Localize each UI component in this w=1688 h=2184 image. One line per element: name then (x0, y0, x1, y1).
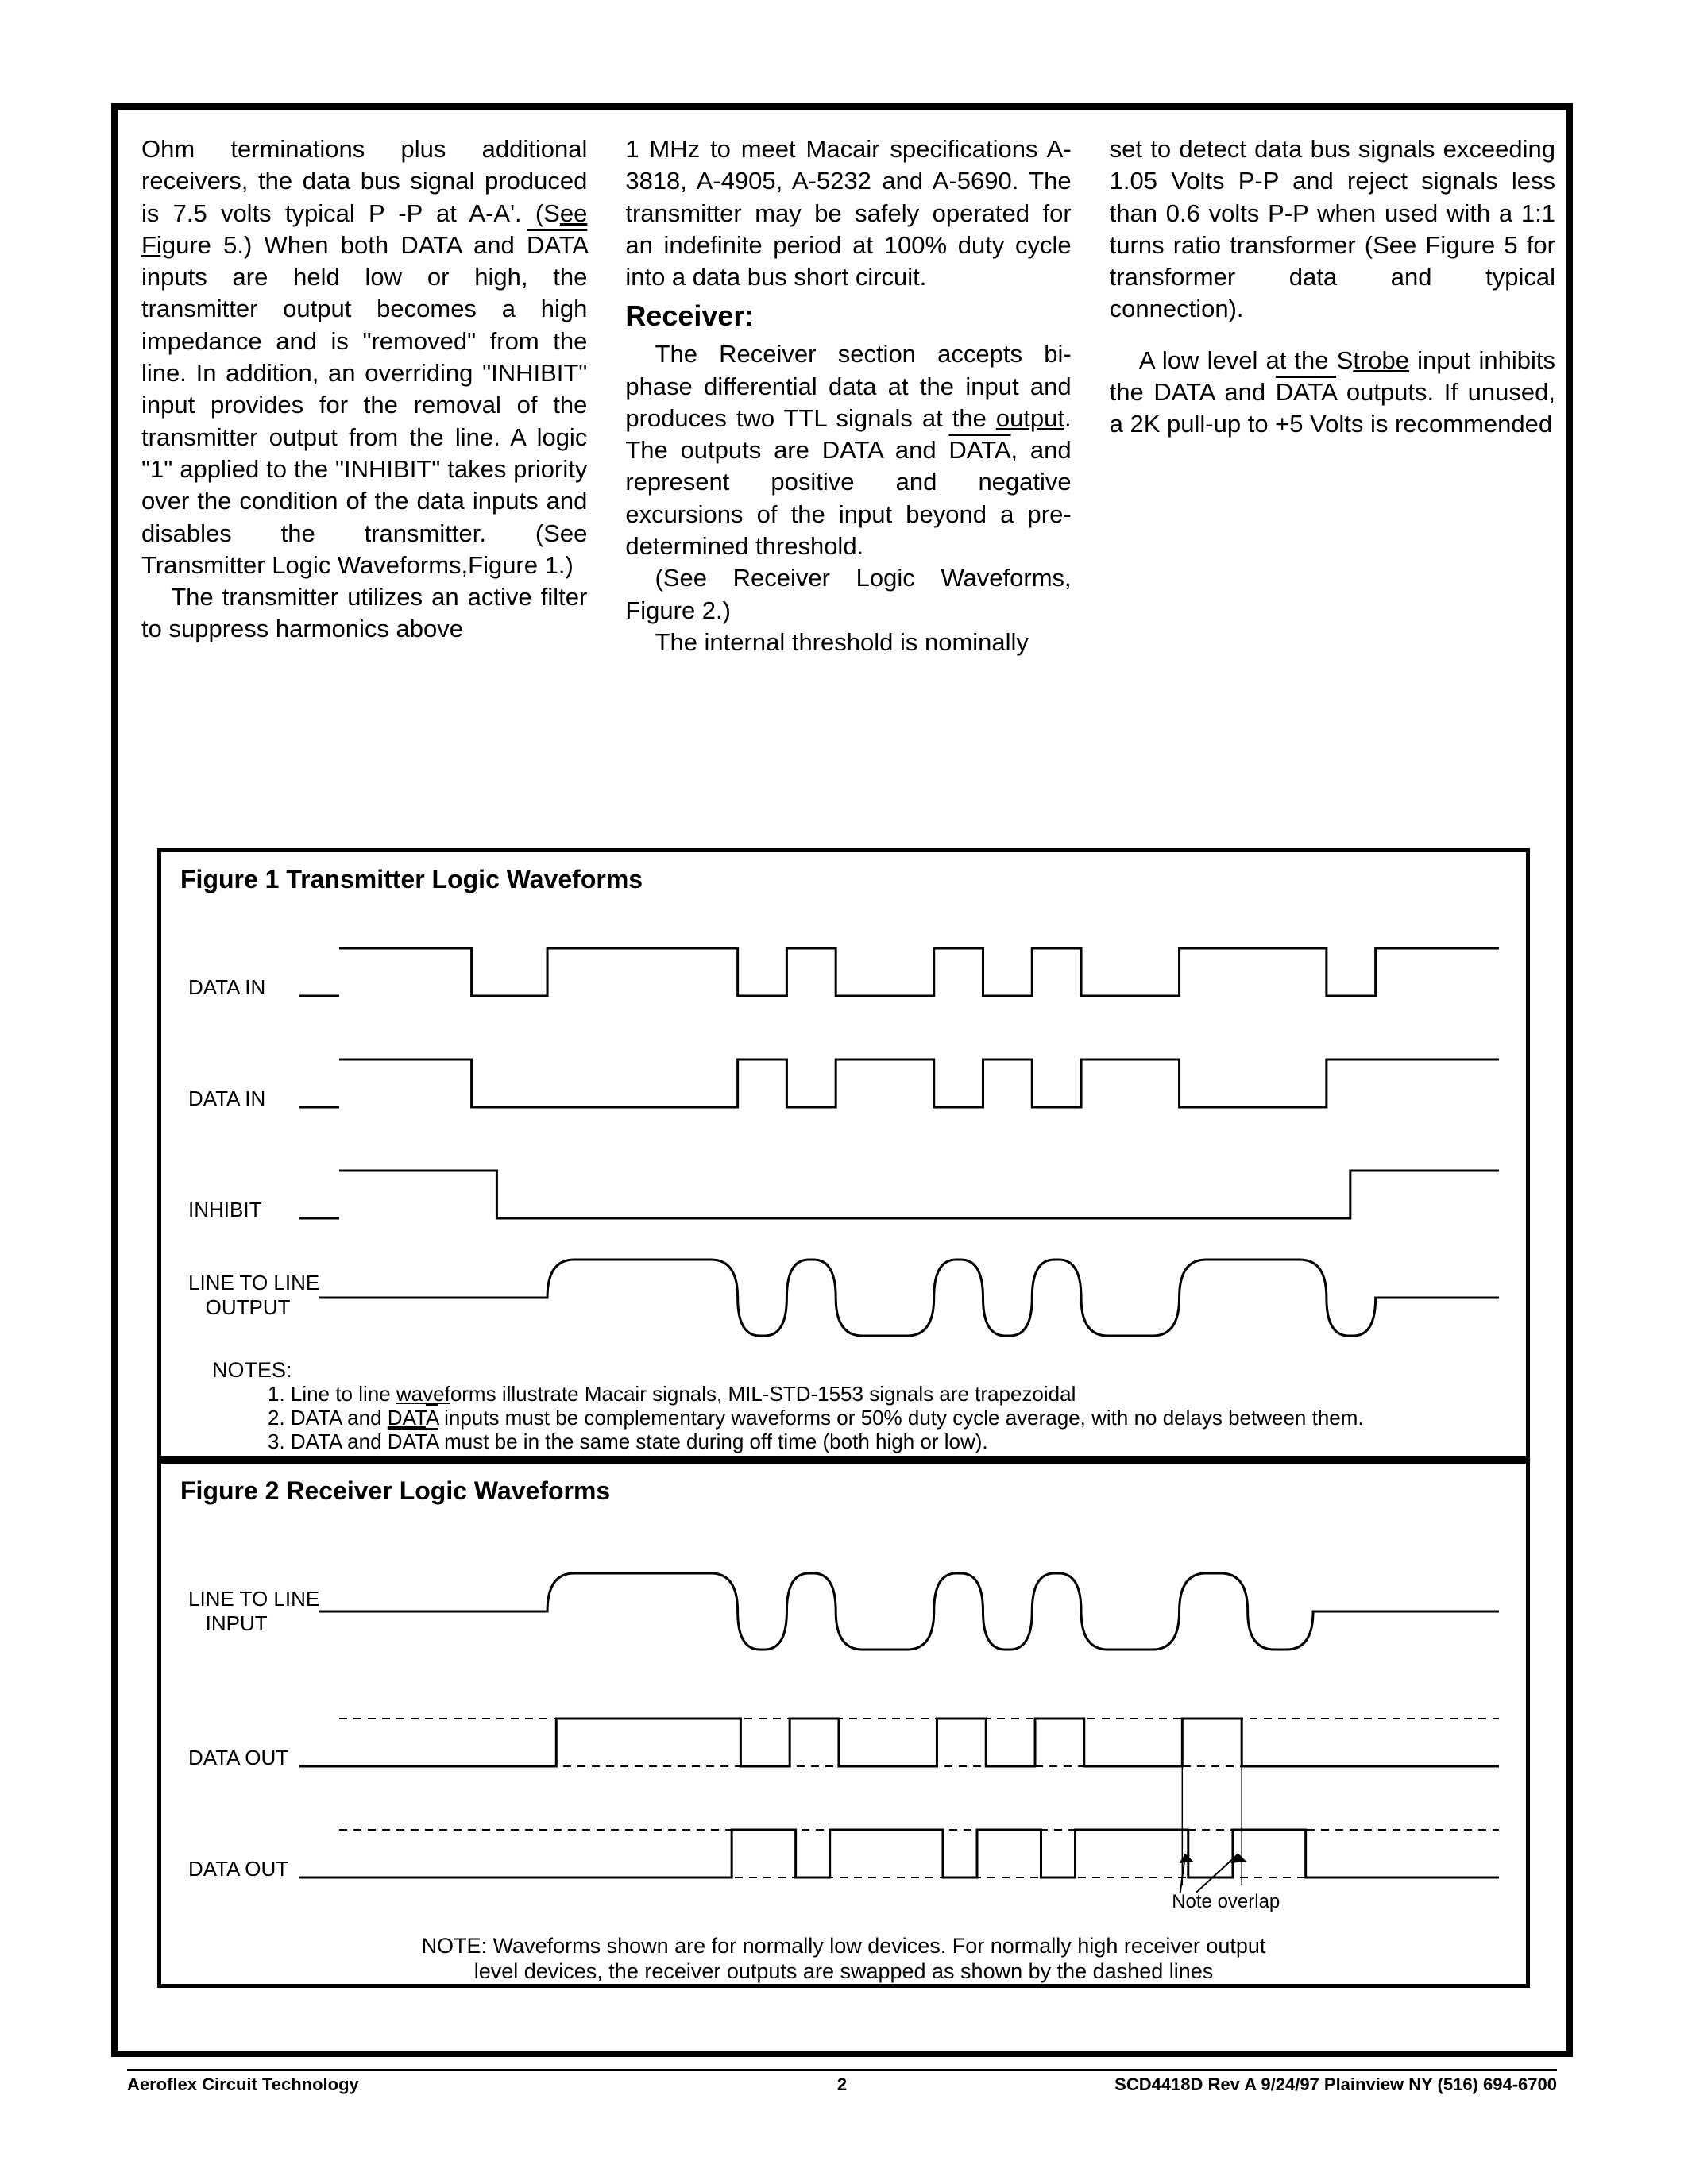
col3-p1: set to detect data bus signals exceeding… (1110, 133, 1555, 326)
overlap-label: Note overlap (1172, 1891, 1280, 1912)
figure-2-title: Figure 2 Receiver Logic Waveforms (180, 1476, 1507, 1506)
figure-2-note: NOTE: Waveforms shown are for normally l… (180, 1933, 1507, 1985)
footer-left: Aeroflex Circuit Technology (127, 2074, 359, 2095)
figure-2-waveforms: LINE TO LINE INPUT DATA OUT DATA OUT Note o… (180, 1512, 1507, 1925)
col2-p2: The Receiver section accepts bi-phase di… (625, 338, 1071, 562)
col2-p4: The internal threshold is nominally (625, 627, 1071, 658)
signal-data-out (339, 1719, 1499, 1766)
signal-label-data-in-bar: DATA IN (188, 1086, 343, 1142)
signal-data-out-bar (339, 1830, 1499, 1877)
signal-label-data-out-bar: DATA OUT (188, 1857, 343, 1912)
figure-1-notes-head: NOTES: (212, 1358, 1507, 1383)
signal-data-out-bar-dashed (339, 1830, 1499, 1877)
figure-1: Figure 1 Transmitter Logic Waveforms DAT… (157, 848, 1530, 1460)
column-1: Ohm terminations plus additional receive… (141, 133, 587, 832)
column-3: set to detect data bus signals exceeding… (1110, 133, 1555, 832)
footer-page-number: 2 (837, 2074, 847, 2095)
signal-label-data-out: DATA OUT (188, 1746, 343, 1801)
col2-p3: (See Receiver Logic Waveforms, Figure 2.… (625, 562, 1071, 627)
signal-data-out-dashed (339, 1719, 1499, 1766)
figure-1-waveforms: DATA INDATA ININHIBITLINE TO LINE OUTPUT (180, 901, 1507, 1353)
footer-right: SCD4418D Rev A 9/24/97 Plainview NY (516… (1114, 2074, 1557, 2095)
col3-p2: A low level at the Strobe input inhibits… (1110, 345, 1555, 441)
signal-label-data-in: DATA IN (188, 975, 343, 1031)
text-columns: Ohm terminations plus additional receive… (141, 133, 1555, 832)
receiver-heading: Receiver: (625, 298, 1071, 335)
figure-1-note-item: 1. Line to line waveforms illustrate Mac… (268, 1383, 1507, 1406)
col2-p1: 1 MHz to meet Macair specifications A-38… (625, 133, 1071, 293)
col1-p2: The transmitter utilizes an active filte… (141, 581, 587, 646)
arrowhead-icon (1179, 1854, 1193, 1863)
signal-inhibit (339, 1171, 1499, 1218)
content-frame: Ohm terminations plus additional receive… (111, 103, 1573, 2057)
figure-1-notes: NOTES: 1. Line to line waveforms illustr… (180, 1358, 1507, 1454)
signal-line-input (339, 1573, 1499, 1650)
figure-2: Figure 2 Receiver Logic Waveforms LINE T… (157, 1460, 1530, 1988)
signal-label-line-input: LINE TO LINE INPUT (188, 1587, 343, 1642)
signal-data-in (339, 948, 1499, 996)
signal-label-inhibit: INHIBIT (188, 1198, 343, 1253)
column-2: 1 MHz to meet Macair specifications A-38… (625, 133, 1071, 832)
page: Ohm terminations plus additional receive… (0, 0, 1688, 2184)
signal-data-in-bar (339, 1059, 1499, 1107)
col1-p1: Ohm terminations plus additional receive… (141, 133, 587, 581)
figure-1-note-item: 2. DATA and DATA inputs must be compleme… (268, 1406, 1507, 1430)
figure-1-note-item: 3. DATA and DATA must be in the same sta… (268, 1430, 1507, 1454)
signal-line-output (339, 1260, 1499, 1336)
page-footer: Aeroflex Circuit Technology 2 SCD4418D R… (127, 2069, 1557, 2095)
figure-1-title: Figure 1 Transmitter Logic Waveforms (180, 865, 1507, 894)
